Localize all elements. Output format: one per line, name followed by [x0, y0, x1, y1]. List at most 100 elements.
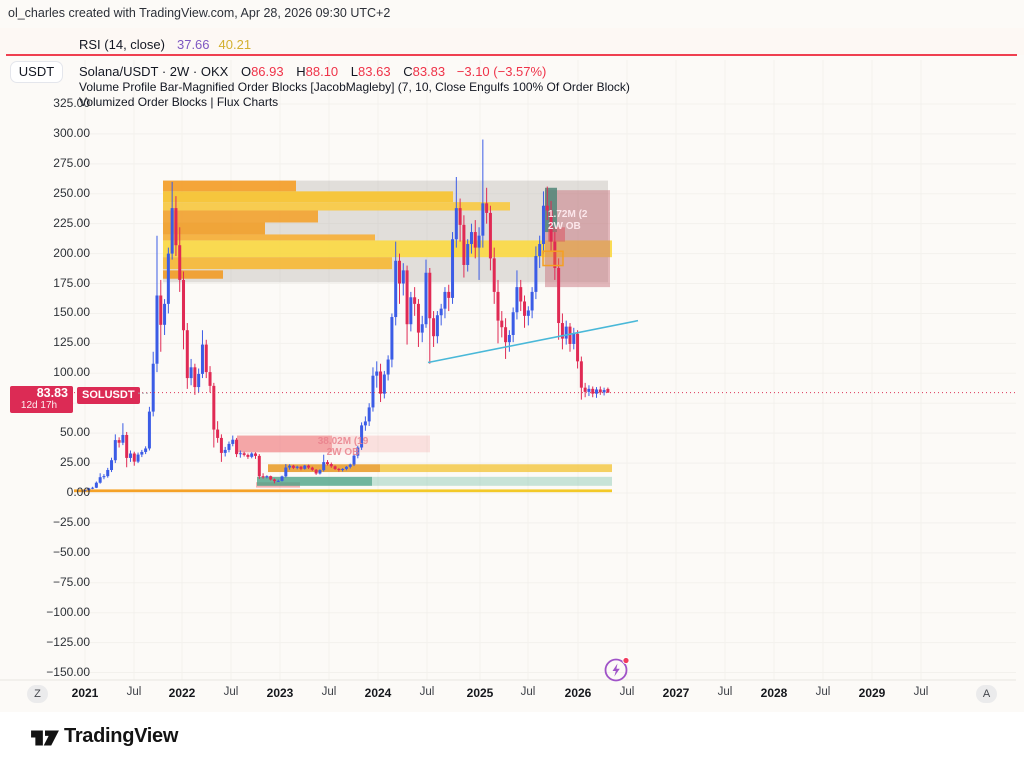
- candle-down: [523, 301, 527, 316]
- time-axis-month-label: Jul: [419, 686, 435, 698]
- candle-up: [200, 344, 204, 374]
- candle-up: [348, 464, 352, 467]
- candle-up: [102, 476, 106, 478]
- candle-up: [386, 359, 390, 375]
- time-axis-month-label: Jul: [223, 686, 239, 698]
- time-axis-year-label: 2021: [71, 686, 99, 700]
- candle-down: [598, 389, 602, 393]
- indicator-volume-profile[interactable]: Volume Profile Bar-Magnified Order Block…: [79, 80, 630, 94]
- candle-up: [469, 232, 473, 245]
- candle-down: [500, 320, 504, 328]
- ticker-menu-dots[interactable]: ⋯: [137, 386, 150, 400]
- candle-up: [367, 407, 371, 422]
- candle-down: [333, 466, 337, 469]
- candle-up: [231, 439, 235, 444]
- tradingview-brand[interactable]: TradingView: [64, 725, 179, 747]
- current-price-value: 83.83: [36, 386, 68, 400]
- candle-down: [272, 479, 276, 482]
- candle-up: [477, 235, 481, 248]
- volume-profile-row: [163, 180, 296, 192]
- candle-down: [473, 232, 477, 248]
- candle-down: [492, 258, 496, 292]
- ticker-tag[interactable]: SOLUSDT: [77, 387, 140, 404]
- candle-up: [454, 208, 458, 240]
- time-axis-year-label: 2025: [466, 686, 494, 700]
- indicator-volumized-order-blocks[interactable]: Volumized Order Blocks | Flux Charts: [79, 95, 279, 109]
- candle-up: [189, 367, 193, 379]
- candle-up: [511, 312, 515, 335]
- candle-down: [545, 205, 549, 211]
- candle-down: [235, 439, 239, 455]
- candle-up: [151, 363, 155, 412]
- candle-up: [360, 425, 364, 448]
- candle-up: [155, 295, 159, 364]
- candle-down: [504, 327, 508, 343]
- candle-down: [216, 429, 220, 438]
- volume-profile-row: [163, 234, 375, 241]
- rsi-label: RSI (14, close): [79, 37, 165, 52]
- candle-up: [371, 375, 375, 408]
- candle-up: [409, 297, 413, 325]
- candle-up: [526, 310, 530, 316]
- orange-line: [300, 489, 612, 493]
- candle-down: [185, 330, 189, 379]
- candle-up: [439, 308, 443, 316]
- candle-up: [318, 470, 322, 474]
- candle-down: [405, 270, 409, 325]
- candle-up: [276, 480, 280, 482]
- candle-up: [303, 465, 307, 469]
- candle-up: [147, 411, 151, 449]
- candle-down: [269, 476, 273, 480]
- price-axis-label: 200.00: [53, 245, 90, 260]
- lightning-bolt-icon: [612, 663, 620, 677]
- pink-block-type-label: 2W OB: [326, 447, 360, 458]
- time-axis-month-label: Jul: [815, 686, 831, 698]
- candle-up: [587, 388, 591, 392]
- rsi-value-1: 37.66: [176, 37, 210, 52]
- candle-up: [322, 462, 326, 471]
- time-axis-month-label: Jul: [126, 686, 142, 698]
- tradingview-logo-icon[interactable]: [30, 726, 60, 750]
- candle-down: [397, 260, 401, 284]
- price-axis-label: 150.00: [53, 305, 90, 320]
- pane-divider[interactable]: [6, 54, 1017, 56]
- candle-down: [314, 469, 318, 474]
- rsi-pane: [0, 28, 1024, 55]
- candle-up: [223, 449, 227, 453]
- price-axis-label: 0.00: [66, 485, 90, 499]
- axis-right-badge: A: [976, 685, 997, 703]
- footer-strip: [0, 712, 1024, 764]
- symbol-legend[interactable]: Solana/USDT · 2W · OKX O86.93 H88.10 L83…: [79, 64, 546, 79]
- candle-up: [356, 447, 360, 456]
- volume-profile-row: [163, 240, 612, 258]
- candle-up: [507, 334, 511, 343]
- price-axis-label: 175.00: [53, 275, 90, 290]
- candle-down: [117, 440, 121, 443]
- candle-up: [144, 448, 148, 452]
- candle-up: [435, 315, 439, 337]
- candle-up: [375, 371, 379, 376]
- candle-up: [390, 317, 394, 360]
- candle-down: [212, 385, 216, 430]
- order-block-volume-label: 1.72M (2: [548, 209, 588, 220]
- ohlc-low: L83.63: [351, 64, 391, 79]
- candle-up: [284, 467, 288, 477]
- currency-button[interactable]: USDT: [10, 61, 63, 83]
- candle-up: [197, 373, 201, 388]
- candle-up: [466, 244, 470, 265]
- price-axis-label: 25.00: [59, 455, 90, 470]
- symbol-change: −3.10 (−3.57%): [456, 64, 547, 79]
- price-axis-label: 275.00: [53, 155, 90, 170]
- flux-charts-icon[interactable]: [602, 655, 632, 685]
- time-axis-year-label: 2028: [760, 686, 788, 700]
- candle-up: [424, 272, 428, 325]
- candle-up: [250, 453, 254, 457]
- candle-up: [443, 291, 447, 309]
- volume-profile-row: [163, 270, 223, 279]
- rsi-legend[interactable]: RSI (14, close) 37.66 40.21: [79, 37, 251, 52]
- candle-down: [579, 361, 583, 388]
- candle-up: [166, 253, 170, 304]
- current-price-badge: 83.83 12d 17h: [10, 386, 73, 413]
- price-axis-label: −75.00: [52, 574, 90, 589]
